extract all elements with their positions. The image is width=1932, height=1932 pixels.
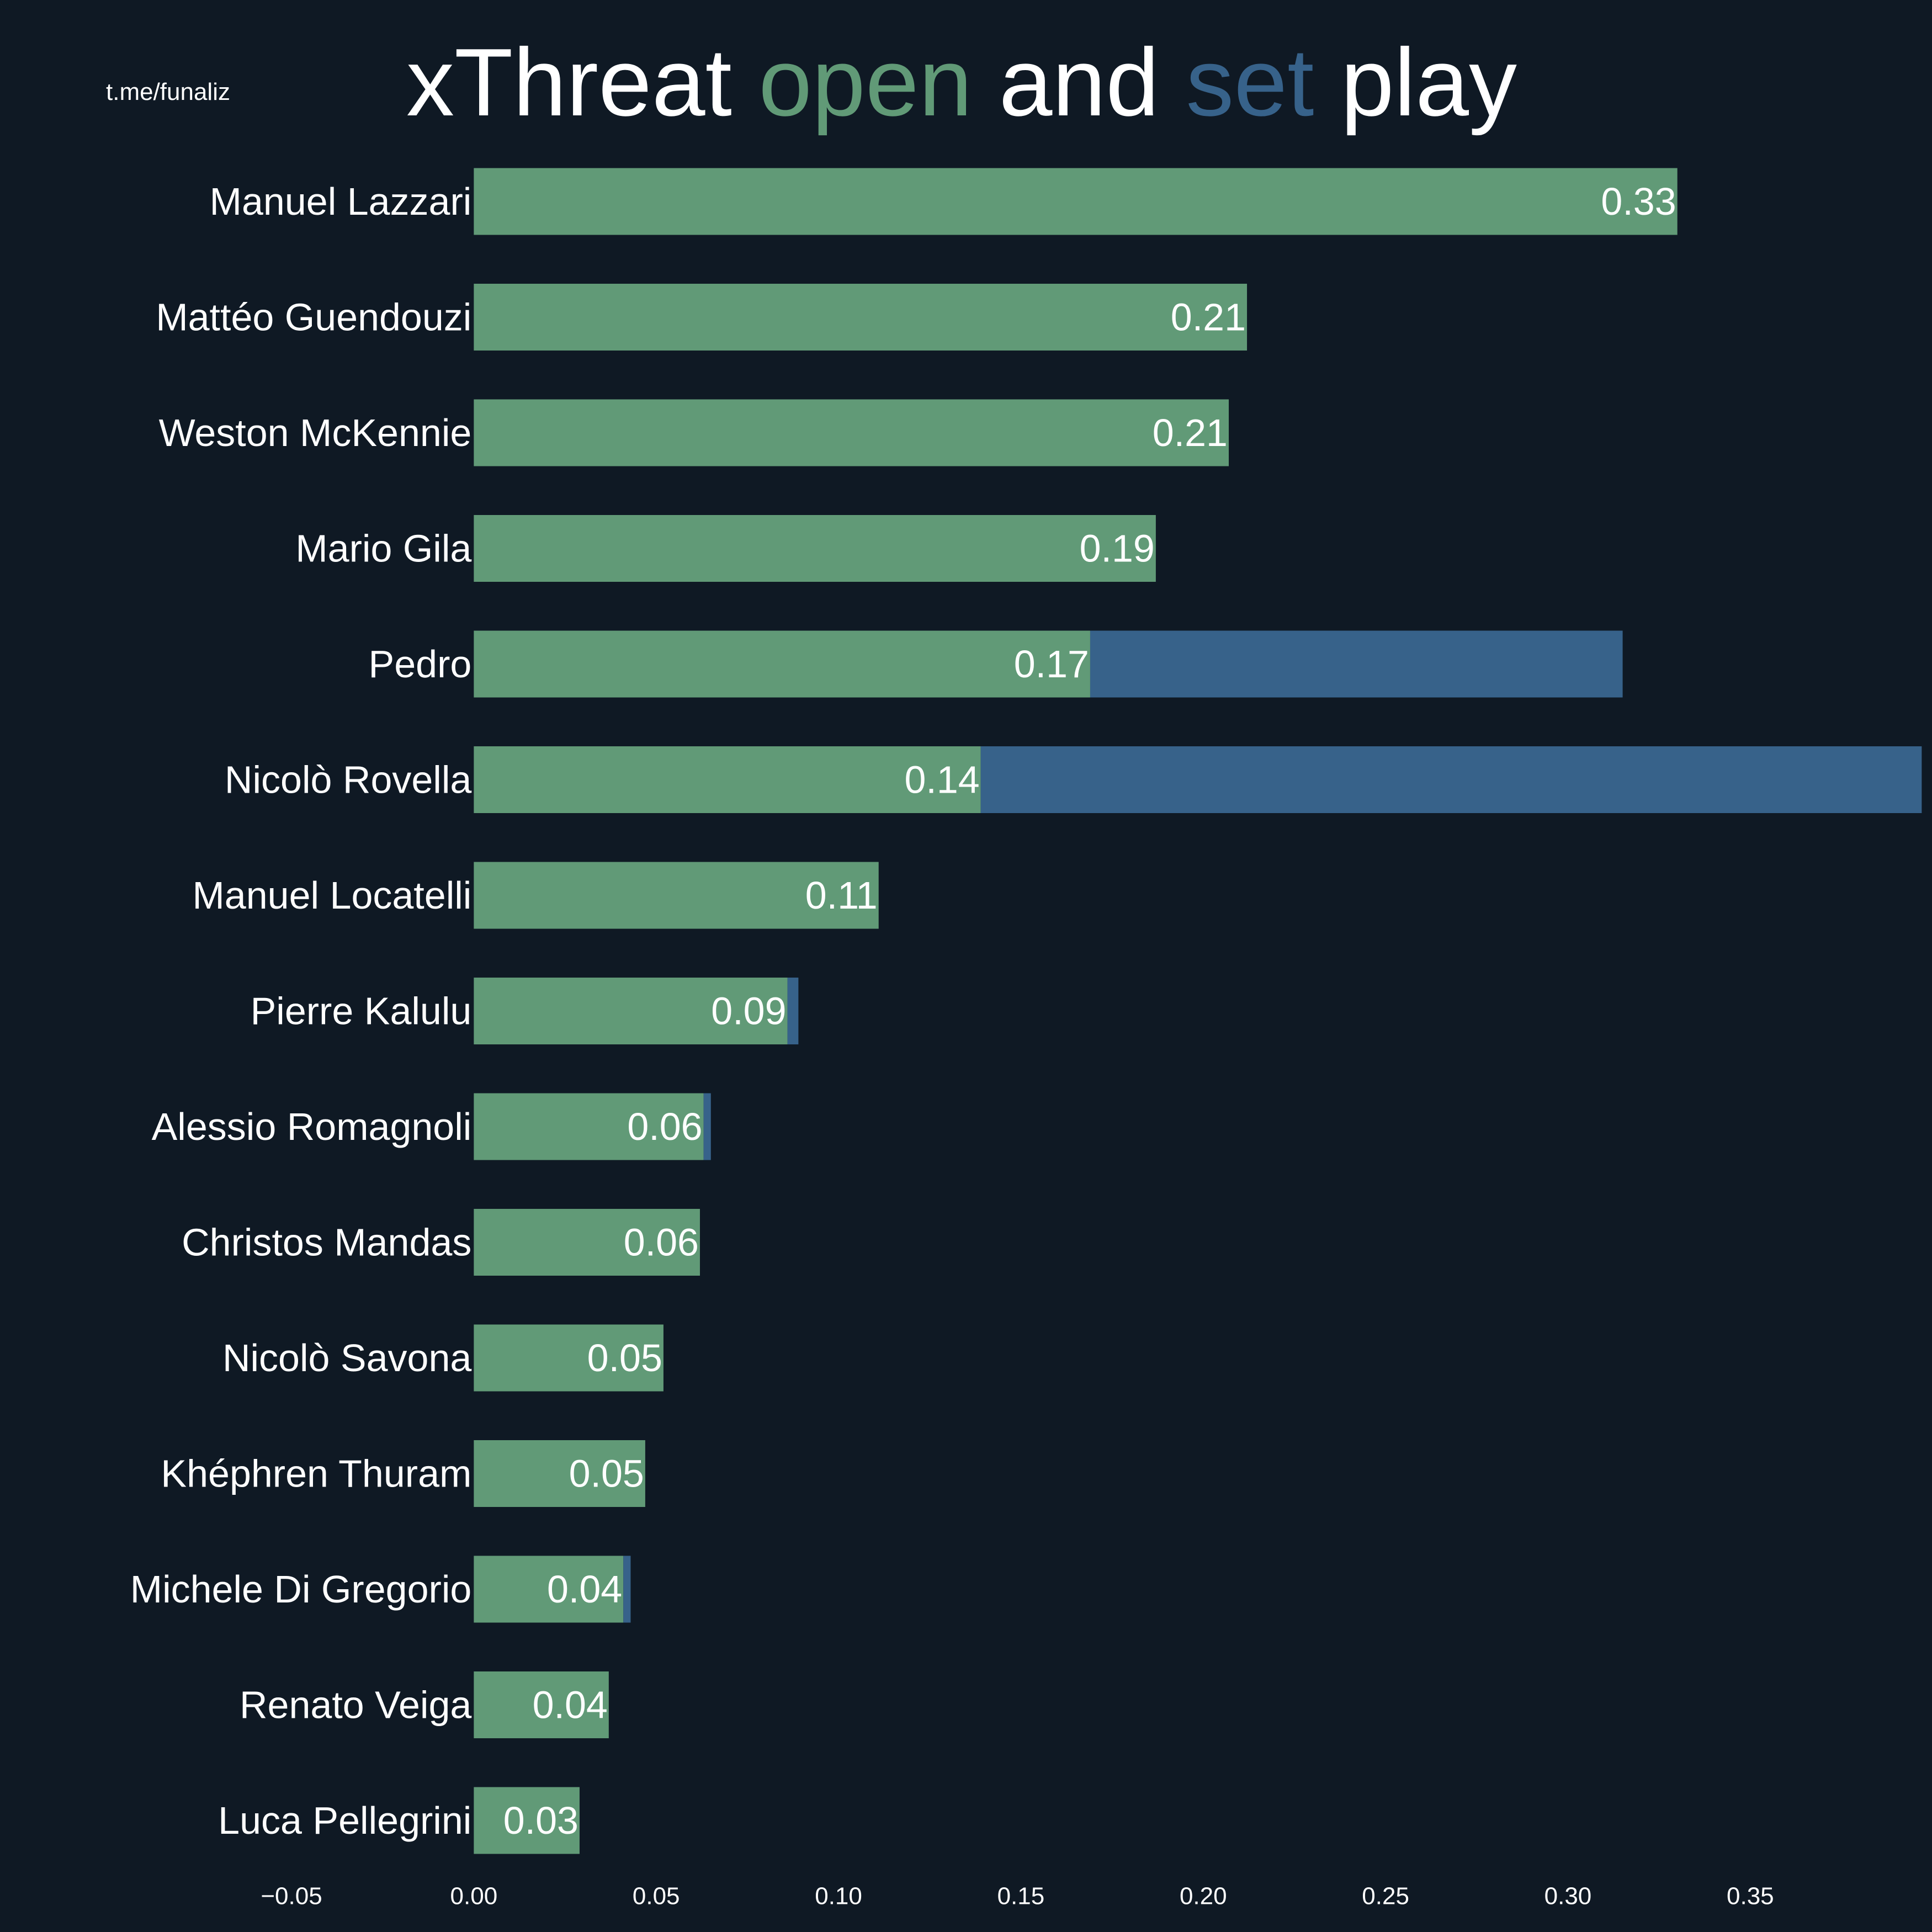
data-label: 0.14: [904, 758, 979, 802]
x-tick-label: 0.15: [997, 1883, 1045, 1910]
bar-open-3: [474, 515, 1156, 582]
bar-open-8: [474, 1093, 704, 1160]
bar-set-4: [1090, 630, 1623, 698]
title-part-2: and: [972, 28, 1186, 136]
category-label: Weston McKennie: [159, 411, 472, 454]
data-label: 0.05: [587, 1336, 662, 1379]
x-tick-label: 0.20: [1180, 1883, 1227, 1910]
bar-open-13: [474, 1671, 609, 1738]
category-label: Pierre Kalulu: [251, 990, 472, 1033]
data-label: 0.06: [627, 1105, 702, 1148]
bar-set-8: [703, 1093, 711, 1160]
category-label: Christos Mandas: [182, 1221, 471, 1264]
bar-set-7: [787, 978, 799, 1044]
x-tick-label: 0.10: [815, 1883, 862, 1910]
category-label: Manuel Locatelli: [192, 874, 471, 917]
category-label: Michele Di Gregorio: [130, 1568, 472, 1611]
x-tick-label: 0.35: [1727, 1883, 1774, 1910]
data-label: 0.17: [1014, 643, 1089, 686]
x-tick-label: 0.00: [450, 1883, 498, 1910]
bar-set-12: [623, 1556, 631, 1623]
category-label: Nicolò Savona: [222, 1336, 471, 1379]
x-tick-label: 0.30: [1544, 1883, 1592, 1910]
category-label: Pedro: [369, 643, 472, 686]
title-set-word: set: [1186, 28, 1314, 136]
data-label: 0.04: [547, 1568, 622, 1611]
data-label: 0.21: [1171, 296, 1246, 339]
bar-open-9: [474, 1209, 700, 1276]
category-label: Nicolò Rovella: [225, 758, 471, 802]
data-label: 0.33: [1601, 180, 1676, 223]
credit-text: t.me/funaliz: [106, 78, 230, 105]
title-part-3: play: [1314, 28, 1517, 136]
data-label: 0.11: [805, 874, 878, 917]
data-label: 0.19: [1080, 527, 1155, 570]
category-label: Mario Gila: [295, 527, 471, 570]
data-label: 0.09: [711, 990, 786, 1033]
data-label: 0.04: [533, 1684, 608, 1727]
title-part-1: xThreat: [406, 28, 759, 136]
x-tick-label: 0.25: [1362, 1883, 1409, 1910]
title-open-word: open: [758, 28, 973, 136]
category-label: Khéphren Thuram: [161, 1452, 471, 1495]
data-label: 0.03: [503, 1799, 578, 1842]
bar-open-11: [474, 1440, 645, 1507]
x-tick-label: −0.05: [261, 1883, 322, 1910]
bar-open-1: [474, 284, 1248, 351]
category-label: Mattéo Guendouzi: [156, 296, 471, 339]
bar-open-4: [474, 630, 1090, 698]
chart-title: xThreat open and set play: [406, 22, 1517, 142]
bar-open-7: [474, 978, 788, 1044]
bar-open-6: [474, 862, 879, 929]
bar-open-0: [474, 168, 1678, 235]
category-label: Alessio Romagnoli: [152, 1105, 472, 1148]
bar-set-5: [980, 746, 1922, 813]
category-label: Luca Pellegrini: [218, 1799, 471, 1842]
data-label: 0.21: [1153, 411, 1228, 454]
bar-open-10: [474, 1324, 664, 1392]
x-tick-label: 0.05: [633, 1883, 680, 1910]
data-label: 0.06: [624, 1221, 699, 1264]
data-label: 0.05: [569, 1452, 644, 1495]
bar-open-2: [474, 399, 1229, 466]
category-label: Manuel Lazzari: [210, 180, 472, 223]
bar-open-14: [474, 1787, 580, 1854]
bar-open-5: [474, 746, 981, 813]
category-label: Renato Veiga: [240, 1684, 471, 1727]
bar-open-12: [474, 1556, 624, 1623]
